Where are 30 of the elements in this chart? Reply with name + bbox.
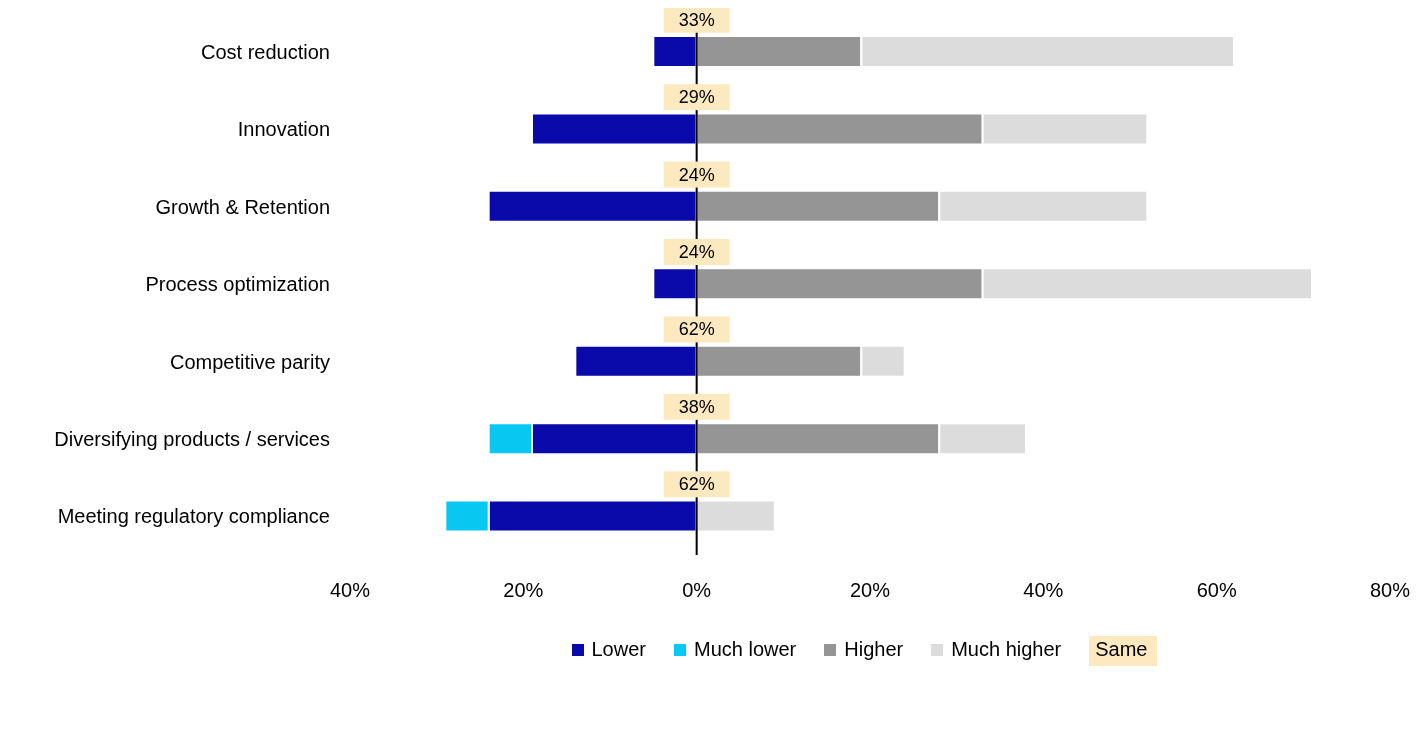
y-tick-label: Process optimization — [145, 273, 330, 296]
y-tick-label: Meeting regulatory compliance — [57, 505, 330, 528]
legend-label: Much higher — [950, 638, 1062, 661]
annotation: 62% — [678, 319, 715, 340]
x-tick-label: 20% — [503, 579, 544, 602]
x-tick-label: 20% — [849, 579, 891, 602]
annotation: 38% — [678, 396, 715, 417]
y-tick-label: Growth & Retention — [155, 195, 330, 218]
x-tick-label: 40% — [329, 579, 371, 602]
y-tick-label: Diversifying products / services — [54, 427, 330, 450]
legend-label: Higher — [843, 638, 904, 661]
x-tick-label: 40% — [1023, 579, 1064, 602]
y-tick-label: Cost reduction — [201, 40, 330, 63]
y-tick-label: Innovation — [237, 118, 330, 141]
annotation: 24% — [678, 164, 715, 185]
legend-label: Lower — [590, 638, 646, 661]
x-tick-label: 80% — [1369, 579, 1411, 602]
x-tick-label: 0% — [682, 579, 712, 602]
bar — [695, 499, 776, 533]
annotation: 29% — [678, 87, 715, 108]
annotation: 62% — [678, 474, 715, 495]
bar — [574, 344, 698, 378]
bar — [531, 112, 698, 146]
annotation: 24% — [678, 242, 715, 262]
legend-label: Much lower — [693, 638, 797, 661]
annotation: 33% — [678, 9, 715, 30]
text: Same — [1094, 638, 1149, 661]
x-tick-label: 60% — [1196, 579, 1237, 602]
y-tick-label: Competitive parity — [169, 350, 330, 373]
bar — [487, 189, 698, 223]
